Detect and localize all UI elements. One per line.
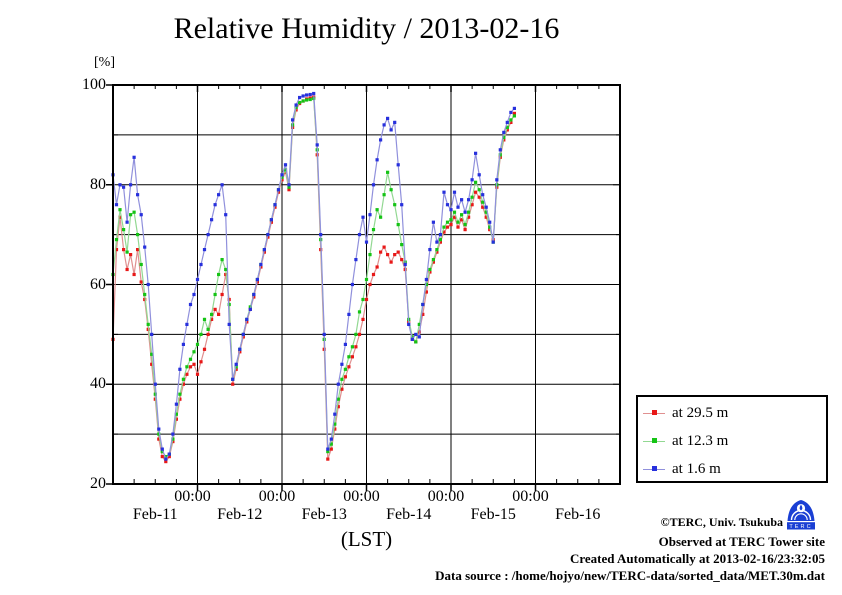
x-axis-midnight-label: 00:00 (343, 488, 380, 505)
x-axis-day-label: Feb-16 (555, 506, 601, 523)
x-axis-day-label: Feb-11 (132, 506, 178, 523)
terc-logo: TERC (787, 500, 815, 530)
series-line-0 (112, 96, 515, 463)
x-axis-midnight-label: 00:00 (427, 488, 465, 505)
chart-title: Relative Humidity / 2013-02-16 (173, 12, 560, 45)
y-axis-tick-label: 40 (90, 375, 106, 393)
legend-marker-blue (643, 465, 665, 474)
data-source-text: Data source : /home/hojyo/new/TERC-data/… (435, 568, 825, 583)
axis-ticks (106, 84, 620, 491)
y-axis-tick-label: 20 (90, 475, 106, 492)
series-markers-0 (111, 95, 516, 464)
x-axis-day-label: Feb-13 (301, 506, 347, 523)
y-axis-tick-label: 100 (82, 76, 106, 93)
series-line-1 (112, 97, 515, 458)
series-line-2 (112, 92, 515, 461)
observed-site-text: Observed at TERC Tower site (658, 534, 825, 549)
x-axis-title: (LST) (340, 527, 393, 551)
legend-marker-green (643, 437, 665, 446)
terc-logo-text: TERC (789, 524, 812, 530)
x-axis-day-label: Feb-14 (386, 506, 432, 523)
plot-border (112, 84, 621, 485)
legend-label: at 12.3 m (672, 432, 729, 449)
series-markers-2 (111, 91, 516, 461)
legend-item-1-6m: at 1.6 m (638, 459, 721, 479)
legend-item-29-5m: at 29.5 m (638, 403, 728, 423)
y-axis-tick-label: 60 (90, 275, 106, 293)
legend-item-12-3m: at 12.3 m (638, 431, 728, 451)
grid-lines (113, 85, 620, 484)
copyright-text: ©TERC, Univ. Tsukuba (660, 515, 783, 529)
x-axis-day-label: Feb-15 (470, 506, 516, 523)
x-axis-midnight-label: 00:00 (512, 488, 549, 505)
legend-label: at 1.6 m (672, 460, 721, 477)
x-axis-midnight-label: 00:00 (174, 488, 211, 505)
legend-marker-red (643, 409, 665, 418)
x-axis-day-label: Feb-12 (217, 506, 263, 523)
y-axis-tick-label: 80 (90, 175, 106, 193)
series-markers-1 (111, 96, 516, 459)
created-timestamp-text: Created Automatically at 2013-02-16/23:3… (569, 551, 825, 566)
legend-label: at 29.5 m (672, 404, 729, 421)
x-axis-midnight-label: 00:00 (258, 488, 296, 505)
legend-box: at 29.5 m at 12.3 m at 1.6 m (636, 395, 828, 483)
y-axis-unit-label: [%] (94, 55, 115, 70)
